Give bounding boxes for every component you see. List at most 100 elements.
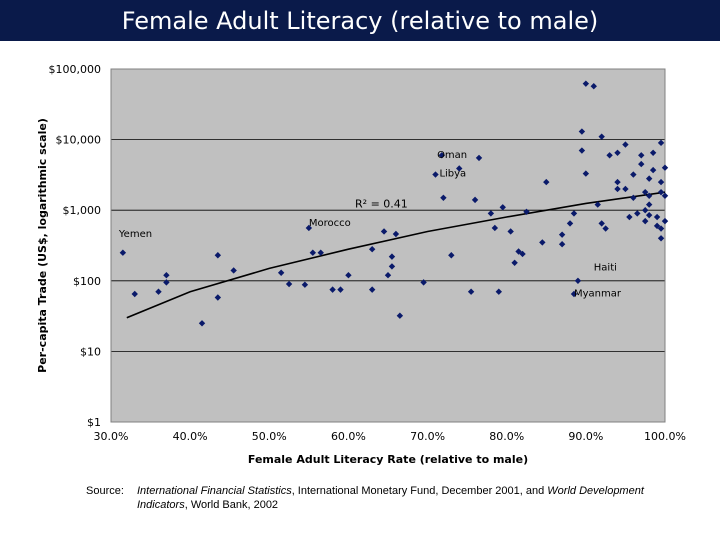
data-point bbox=[653, 222, 661, 230]
x-tick-label: 40.0% bbox=[173, 430, 208, 443]
data-point bbox=[214, 252, 222, 259]
data-point bbox=[614, 185, 621, 193]
data-point bbox=[495, 288, 502, 295]
slide-title: Female Adult Literacy (relative to male) bbox=[0, 0, 720, 41]
y-tick-label: $100,000 bbox=[49, 63, 102, 76]
r-squared-label: R² = 0.41 bbox=[355, 197, 408, 210]
x-tick-label: 80.0% bbox=[489, 430, 524, 443]
data-point bbox=[475, 154, 483, 162]
data-point bbox=[432, 171, 439, 178]
y-axis-title: Per-capita Trade (US$, logarithmic scale… bbox=[36, 118, 49, 373]
data-point bbox=[590, 83, 597, 90]
data-point bbox=[661, 164, 669, 171]
country-label: Yemen bbox=[118, 229, 152, 240]
data-point bbox=[598, 220, 605, 227]
data-point bbox=[368, 286, 376, 293]
y-tick-label: $10,000 bbox=[56, 134, 102, 147]
data-point bbox=[558, 240, 566, 248]
data-point bbox=[645, 192, 653, 199]
data-point bbox=[471, 196, 479, 204]
data-point bbox=[657, 235, 665, 242]
data-point bbox=[131, 290, 138, 298]
trendline bbox=[126, 191, 666, 319]
data-point bbox=[499, 204, 506, 211]
country-label: Libya bbox=[439, 169, 466, 180]
slide-title-text: Female Adult Literacy (relative to male) bbox=[121, 6, 599, 35]
source-part-2: , International Monetary Fund, December … bbox=[291, 485, 548, 497]
x-tick-label: 70.0% bbox=[410, 430, 445, 443]
data-point bbox=[594, 201, 601, 208]
source-part-1: International Financial Statistics bbox=[137, 485, 292, 497]
data-point bbox=[491, 224, 499, 232]
data-point bbox=[634, 210, 641, 217]
data-point bbox=[661, 217, 669, 225]
data-point bbox=[305, 224, 313, 232]
data-point bbox=[309, 249, 317, 256]
data-point bbox=[456, 165, 463, 172]
data-point bbox=[645, 175, 653, 182]
data-point bbox=[578, 128, 586, 135]
data-point bbox=[277, 269, 285, 276]
data-point bbox=[630, 171, 637, 178]
x-tick-label: 30.0% bbox=[94, 430, 129, 443]
y-tick-label: $10 bbox=[80, 345, 101, 358]
data-point bbox=[368, 246, 376, 253]
data-point bbox=[558, 231, 566, 238]
data-point bbox=[661, 192, 669, 199]
x-tick-label: 60.0% bbox=[331, 430, 366, 443]
data-point bbox=[467, 288, 475, 295]
data-point bbox=[230, 267, 237, 274]
data-point bbox=[543, 178, 550, 186]
data-point bbox=[396, 312, 404, 319]
country-label: Morocco bbox=[309, 218, 351, 229]
data-point bbox=[642, 188, 649, 196]
data-point bbox=[626, 213, 633, 221]
data-point bbox=[317, 249, 324, 256]
data-point bbox=[645, 201, 653, 208]
data-point bbox=[515, 248, 522, 255]
data-point bbox=[578, 147, 586, 154]
x-tick-label: 100.0% bbox=[644, 430, 686, 443]
data-point bbox=[657, 139, 665, 147]
data-point bbox=[653, 213, 661, 221]
data-point bbox=[523, 208, 530, 215]
y-tick-label: $100 bbox=[73, 275, 101, 288]
data-point bbox=[574, 277, 582, 284]
data-point bbox=[440, 194, 447, 201]
y-tick-label: $1 bbox=[87, 416, 101, 429]
data-point bbox=[214, 294, 222, 301]
source-part-4: , World Bank, 2002 bbox=[184, 499, 279, 511]
data-point bbox=[642, 207, 649, 214]
data-point bbox=[570, 210, 578, 217]
x-tick-label: 90.0% bbox=[568, 430, 603, 443]
data-point bbox=[448, 252, 455, 259]
data-point bbox=[598, 133, 605, 140]
data-point bbox=[329, 286, 336, 293]
x-tick-label: 50.0% bbox=[252, 430, 287, 443]
data-point bbox=[602, 225, 609, 232]
data-point bbox=[392, 230, 400, 238]
plot-area bbox=[111, 69, 665, 422]
data-point bbox=[622, 141, 629, 148]
country-label: Myanmar bbox=[574, 288, 622, 299]
data-point bbox=[507, 228, 514, 235]
data-point bbox=[645, 211, 653, 219]
scatter-chart: $1 $10 $100 $1,000 $10,000 $100,000 30.0% 40.0%… bbox=[36, 63, 686, 466]
data-point bbox=[119, 249, 127, 256]
country-label: Oman bbox=[437, 150, 467, 161]
country-label: Haiti bbox=[594, 262, 617, 273]
data-point bbox=[614, 178, 621, 186]
data-point bbox=[638, 152, 645, 159]
data-point bbox=[380, 228, 388, 235]
data-point bbox=[582, 170, 590, 177]
data-point bbox=[198, 320, 206, 327]
data-point bbox=[614, 149, 621, 157]
y-tick-label: $1,000 bbox=[63, 204, 102, 217]
data-point bbox=[582, 80, 590, 87]
data-point bbox=[337, 286, 344, 293]
data-point bbox=[539, 239, 546, 246]
data-point bbox=[511, 259, 518, 266]
data-point bbox=[649, 166, 657, 174]
data-point bbox=[622, 185, 629, 193]
data-point bbox=[285, 280, 293, 288]
